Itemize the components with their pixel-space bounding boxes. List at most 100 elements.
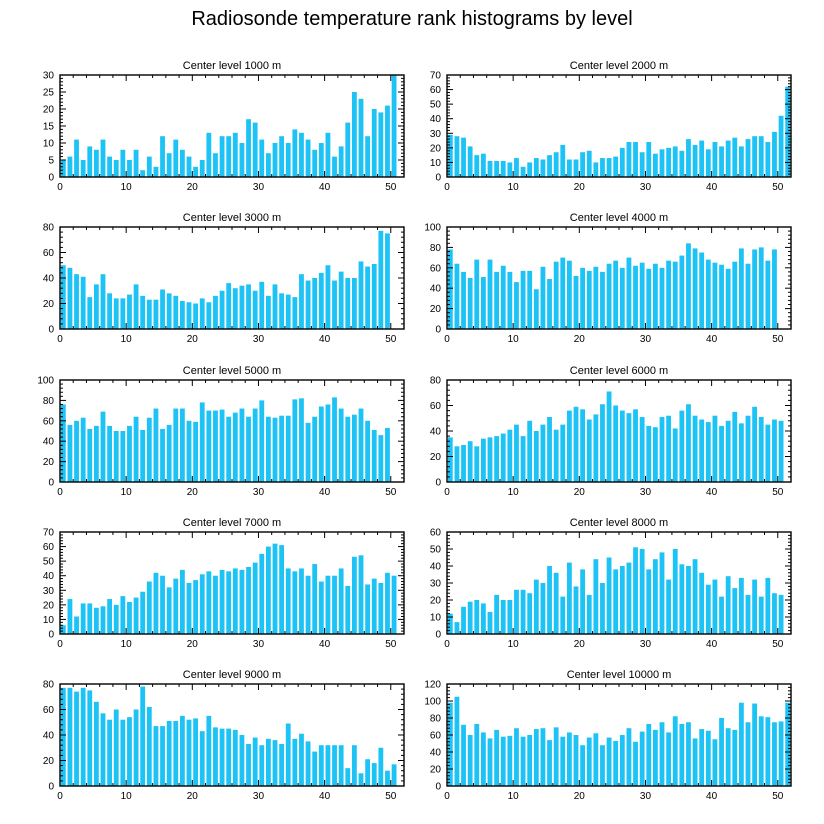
bar <box>305 422 311 482</box>
bar <box>606 737 612 786</box>
x-tick-label: 20 <box>187 791 199 802</box>
bar <box>259 139 265 177</box>
bar <box>613 740 619 786</box>
bar <box>193 718 199 786</box>
bar <box>533 431 539 482</box>
y-tick-label: 0 <box>435 325 441 336</box>
x-tick-label: 0 <box>444 182 450 193</box>
x-tick-label: 10 <box>508 791 520 802</box>
x-tick-label: 30 <box>253 487 265 498</box>
bar <box>193 580 199 634</box>
x-tick-label: 10 <box>121 639 133 650</box>
bar <box>745 263 751 329</box>
bar <box>666 732 672 786</box>
bar <box>193 166 199 177</box>
y-tick-label: 25 <box>43 88 55 99</box>
bar <box>758 136 764 177</box>
bar <box>378 112 384 177</box>
bar <box>351 745 357 786</box>
bar <box>272 740 278 786</box>
bar <box>514 424 519 483</box>
bar <box>305 741 311 787</box>
bar <box>580 267 586 329</box>
bar <box>646 569 652 634</box>
bar <box>160 726 165 786</box>
y-tick-label: 40 <box>43 731 55 742</box>
y-tick-label: 80 <box>430 243 442 254</box>
bar <box>593 162 599 177</box>
panel-6: Center level 6000 m 0 20 40 60 80 0 10 20 30 40 50 <box>430 365 792 498</box>
x-tick-label: 30 <box>640 639 652 650</box>
bar <box>206 715 212 787</box>
bar <box>666 260 672 329</box>
bar <box>507 429 513 482</box>
bar <box>633 265 638 329</box>
x-tick-label: 40 <box>319 182 331 193</box>
bar <box>206 132 212 177</box>
x-tick-label: 20 <box>574 334 586 345</box>
bar <box>160 136 165 177</box>
bar <box>265 295 271 329</box>
x-tick-label: 0 <box>444 487 450 498</box>
bar <box>566 732 572 786</box>
y-tick-label: 60 <box>430 528 442 539</box>
bar <box>619 735 625 786</box>
bar <box>454 446 460 482</box>
y-tick-label: 30 <box>430 579 442 590</box>
x-tick-label: 10 <box>508 487 520 498</box>
bar <box>140 591 146 634</box>
bar <box>494 271 500 329</box>
y-tick-label: 50 <box>430 545 442 556</box>
bar <box>772 131 777 177</box>
bar <box>500 160 506 177</box>
x-tick-label: 10 <box>121 791 133 802</box>
bar <box>133 416 139 482</box>
bar <box>606 391 612 482</box>
bar <box>60 265 66 329</box>
bar <box>371 578 377 634</box>
x-tick-label: 50 <box>385 791 397 802</box>
bar <box>487 738 493 786</box>
bar <box>626 257 632 329</box>
bar <box>679 410 685 482</box>
y-tick-label: 0 <box>435 173 441 184</box>
bar <box>127 601 132 634</box>
bar <box>672 716 678 786</box>
bar <box>540 424 546 483</box>
bar <box>279 415 285 482</box>
x-tick-label: 20 <box>574 487 586 498</box>
bar <box>299 132 304 177</box>
panel-3: Center level 3000 m 0 20 40 60 80 0 10 20 30 40 50 <box>43 212 405 345</box>
bar <box>480 603 486 634</box>
y-tick-label: 80 <box>43 223 55 234</box>
bar <box>292 129 298 177</box>
bar <box>186 420 192 482</box>
bar <box>226 728 232 787</box>
bar <box>606 263 612 329</box>
bar <box>358 773 364 786</box>
bar <box>712 579 718 634</box>
bar <box>652 427 658 482</box>
x-tick-label: 50 <box>385 487 397 498</box>
bar <box>659 149 665 177</box>
bar <box>259 745 265 786</box>
bar <box>80 160 86 177</box>
bar <box>378 230 384 329</box>
bar <box>299 568 304 634</box>
bar <box>285 143 291 177</box>
y-tick-label: 80 <box>43 396 55 407</box>
bar <box>619 566 625 634</box>
y-tick-label: 0 <box>48 325 54 336</box>
bar <box>378 583 384 634</box>
bar <box>480 153 486 177</box>
y-tick-label: 0 <box>435 478 441 489</box>
panel-title: Center level 9000 m <box>183 669 281 681</box>
bar <box>461 606 466 634</box>
y-tick-label: 30 <box>43 586 55 597</box>
x-tick-label: 20 <box>187 334 199 345</box>
bar <box>67 599 73 634</box>
bar <box>60 687 66 786</box>
bar <box>500 265 506 329</box>
bar <box>533 579 539 634</box>
y-tick-label: 20 <box>430 596 442 607</box>
